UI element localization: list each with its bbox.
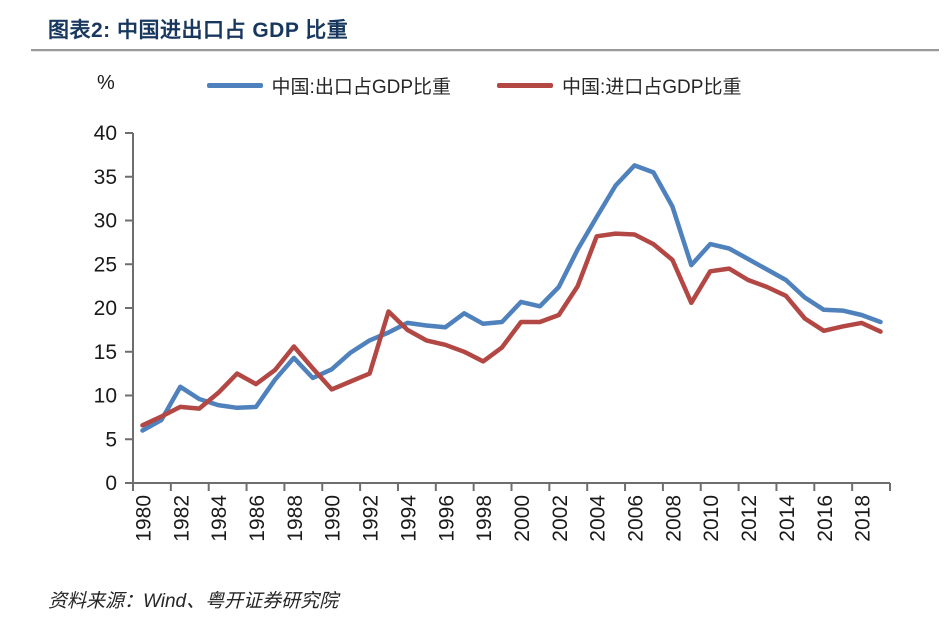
legend-item-imports: 中国:进口占GDP比重 [497,72,741,99]
y-axis-tick-label: 15 [94,341,117,364]
legend-label-exports: 中国:出口占GDP比重 [271,77,451,98]
imports-line-swatch [497,83,553,88]
x-axis-tick-label: 2000 [511,495,534,542]
axis-lines [132,133,890,484]
y-axis-tick-label: 40 [94,122,117,145]
y-axis-tick-label: 25 [94,253,117,276]
x-axis-tick-label: 1990 [322,495,345,542]
x-axis-tick-label: 1982 [170,495,193,542]
y-axis-tick-label: 5 [105,428,117,451]
exports-line-swatch [206,83,263,88]
y-axis-tick-label: 30 [94,210,117,233]
x-axis-tick-label: 1986 [246,495,269,542]
x-axis-tick-label: 2006 [625,495,648,542]
x-axis-tick-label: 1996 [435,495,458,542]
y-axis-tick-label: 20 [94,297,117,320]
y-axis-tick-label: 35 [94,166,117,189]
y-axis-tick-label: 0 [105,472,117,495]
x-axis-tick-label: 2004 [587,495,610,542]
x-axis-tick-label: 2014 [776,495,799,542]
x-axis-tick-label: 2018 [852,495,875,542]
x-axis-tick-label: 2012 [738,495,761,542]
x-axis-tick-label: 1994 [397,495,420,542]
x-axis-tick-label: 2002 [549,495,572,542]
x-axis-tick-label: 1984 [208,495,231,542]
x-axis-tick-label: 1998 [473,495,496,542]
x-axis-tick-label: 2008 [662,495,685,542]
chart-legend: 中国:出口占GDP比重 中国:进口占GDP比重 [0,72,948,99]
y-axis-tick-label: 10 [94,385,117,408]
x-axis-tick-label: 1992 [360,495,383,542]
x-axis-tick-label: 1980 [133,495,156,542]
exports-series-line [140,163,883,433]
chart-title: 图表2: 中国进出口占 GDP 比重 [48,19,349,42]
x-axis-tick-label: 2016 [814,495,837,542]
source-note: 资料来源：Wind、粤开证券研究院 [48,591,339,612]
imports-series-line [140,231,883,428]
title-divider [31,49,939,52]
x-axis-tick-label: 2010 [700,495,723,542]
legend-label-imports: 中国:进口占GDP比重 [562,77,742,98]
x-axis-tick-label: 1988 [284,495,307,542]
legend-item-exports: 中国:出口占GDP比重 [206,72,451,99]
y-axis-unit-label: % [97,72,115,94]
